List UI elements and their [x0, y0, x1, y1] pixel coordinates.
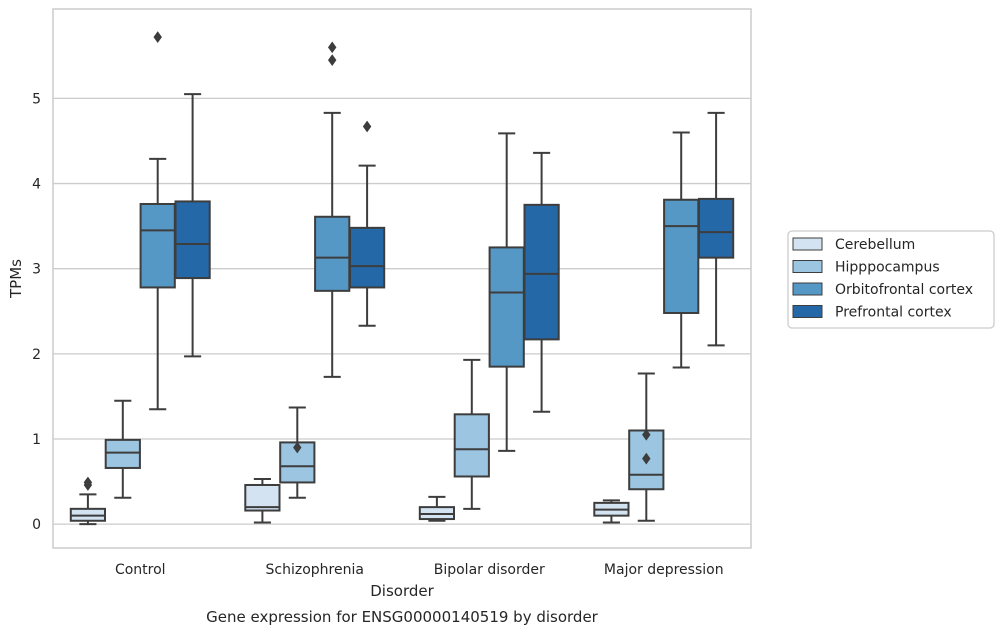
box-iqr — [488, 246, 525, 368]
box-iqr — [104, 438, 141, 469]
legend-swatch — [792, 305, 823, 318]
outlier-point — [293, 441, 302, 454]
box-hipppocampus — [279, 406, 316, 499]
box-orbitofrontal-cortex — [663, 131, 700, 369]
box-iqr — [697, 197, 735, 259]
legend-label: Cerebellum — [835, 237, 915, 253]
box-groups — [69, 31, 735, 526]
box-iqr — [663, 198, 700, 314]
box-cerebellum — [418, 495, 456, 522]
legend-swatch — [792, 282, 823, 296]
box-iqr — [174, 200, 211, 280]
y-tick-label: 1 — [32, 432, 41, 448]
outlier-point — [327, 41, 337, 54]
box-orbitofrontal-cortex — [314, 41, 351, 378]
y-axis-label: TPMs — [7, 259, 25, 299]
x-axis-label: Disorder — [370, 582, 434, 600]
y-tick-label: 3 — [32, 262, 41, 278]
box-iqr — [348, 226, 386, 289]
box-iqr — [139, 202, 176, 289]
box-cerebellum — [69, 476, 107, 526]
legend-label: Hipppocampus — [835, 260, 940, 276]
box-prefrontal-cortex — [523, 151, 560, 413]
box-hipppocampus — [104, 399, 141, 499]
plot-frame — [52, 8, 752, 549]
outlier-point — [327, 54, 337, 66]
x-tick-label: Major depression — [604, 562, 724, 578]
box-orbitofrontal-cortex — [139, 31, 176, 411]
legend-swatch — [792, 260, 823, 273]
legend-label: Orbitofrontal cortex — [835, 282, 973, 298]
box-prefrontal-cortex — [697, 111, 735, 347]
x-tick-label: Control — [115, 562, 166, 578]
chart-caption: Gene expression for ENSG00000140519 by d… — [206, 608, 599, 626]
box-prefrontal-cortex — [348, 120, 386, 327]
legend-frame — [787, 230, 995, 329]
y-tick-label: 0 — [32, 517, 41, 533]
legend-label: Prefrontal cortex — [835, 305, 952, 321]
x-tick-label: Schizophrenia — [266, 562, 364, 578]
outlier-point — [153, 31, 162, 43]
outlier-point — [83, 476, 93, 489]
legend-swatch — [792, 237, 823, 251]
box-hipppocampus — [628, 372, 665, 522]
box-orbitofrontal-cortex — [488, 132, 525, 452]
box-cerebellum — [244, 478, 281, 524]
box-prefrontal-cortex — [174, 93, 211, 358]
x-axis-ticks: Control Schizophrenia Bipolar disorder Majo… — [115, 562, 724, 578]
outlier-point — [362, 120, 372, 133]
box-hipppocampus — [453, 358, 490, 510]
legend: Cerebellum Hipppocampus Orbitofrontal cort… — [787, 230, 995, 329]
y-axis-ticks: 0 1 2 3 4 5 — [32, 91, 41, 533]
outlier-point — [642, 428, 651, 441]
y-tick-label: 2 — [32, 347, 41, 363]
outlier-point — [642, 452, 651, 465]
y-tick-label: 5 — [32, 91, 41, 107]
x-tick-label: Bipolar disorder — [434, 562, 545, 578]
y-tick-label: 4 — [32, 177, 41, 193]
box-cerebellum — [593, 499, 630, 524]
box-iqr — [523, 203, 560, 341]
box-iqr — [314, 215, 351, 292]
box-iqr — [453, 413, 490, 478]
